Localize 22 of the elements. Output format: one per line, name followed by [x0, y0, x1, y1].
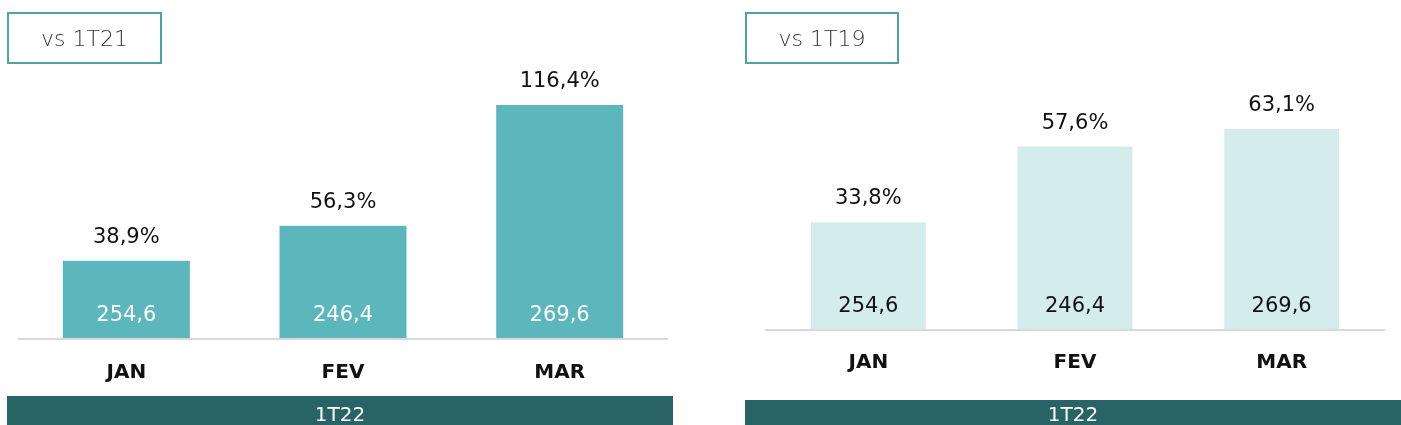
chart-title: vs 1T21	[41, 26, 128, 51]
annotation: 254,6	[838, 293, 899, 317]
data-label: 33,8%	[834, 185, 902, 210]
annotation: 254,6	[96, 302, 157, 326]
x-tick-label: MAR	[534, 359, 586, 383]
x-axis-title: 1T22	[314, 402, 366, 425]
x-tick-label: MAR	[1256, 349, 1308, 373]
data-label: 57,6%	[1041, 109, 1109, 134]
data-label: 116,4%	[519, 68, 600, 92]
x-axis-title: 1T22	[1047, 402, 1099, 425]
annotation: 246,4	[312, 302, 374, 326]
chart-title: vs 1T19	[778, 26, 866, 51]
annotation: 269,6	[529, 302, 590, 326]
x-tick-label: JAN	[846, 349, 889, 373]
annotation: 269,6	[1251, 293, 1312, 317]
x-tick-label: FEV	[1053, 349, 1097, 373]
x-tick-label: FEV	[321, 359, 365, 383]
annotation: 246,4	[1044, 293, 1106, 317]
data-label: 38,9%	[92, 223, 160, 248]
data-label: 56,3%	[309, 188, 377, 213]
data-label: 63,1%	[1248, 92, 1316, 116]
x-tick-label: JAN	[104, 359, 147, 383]
